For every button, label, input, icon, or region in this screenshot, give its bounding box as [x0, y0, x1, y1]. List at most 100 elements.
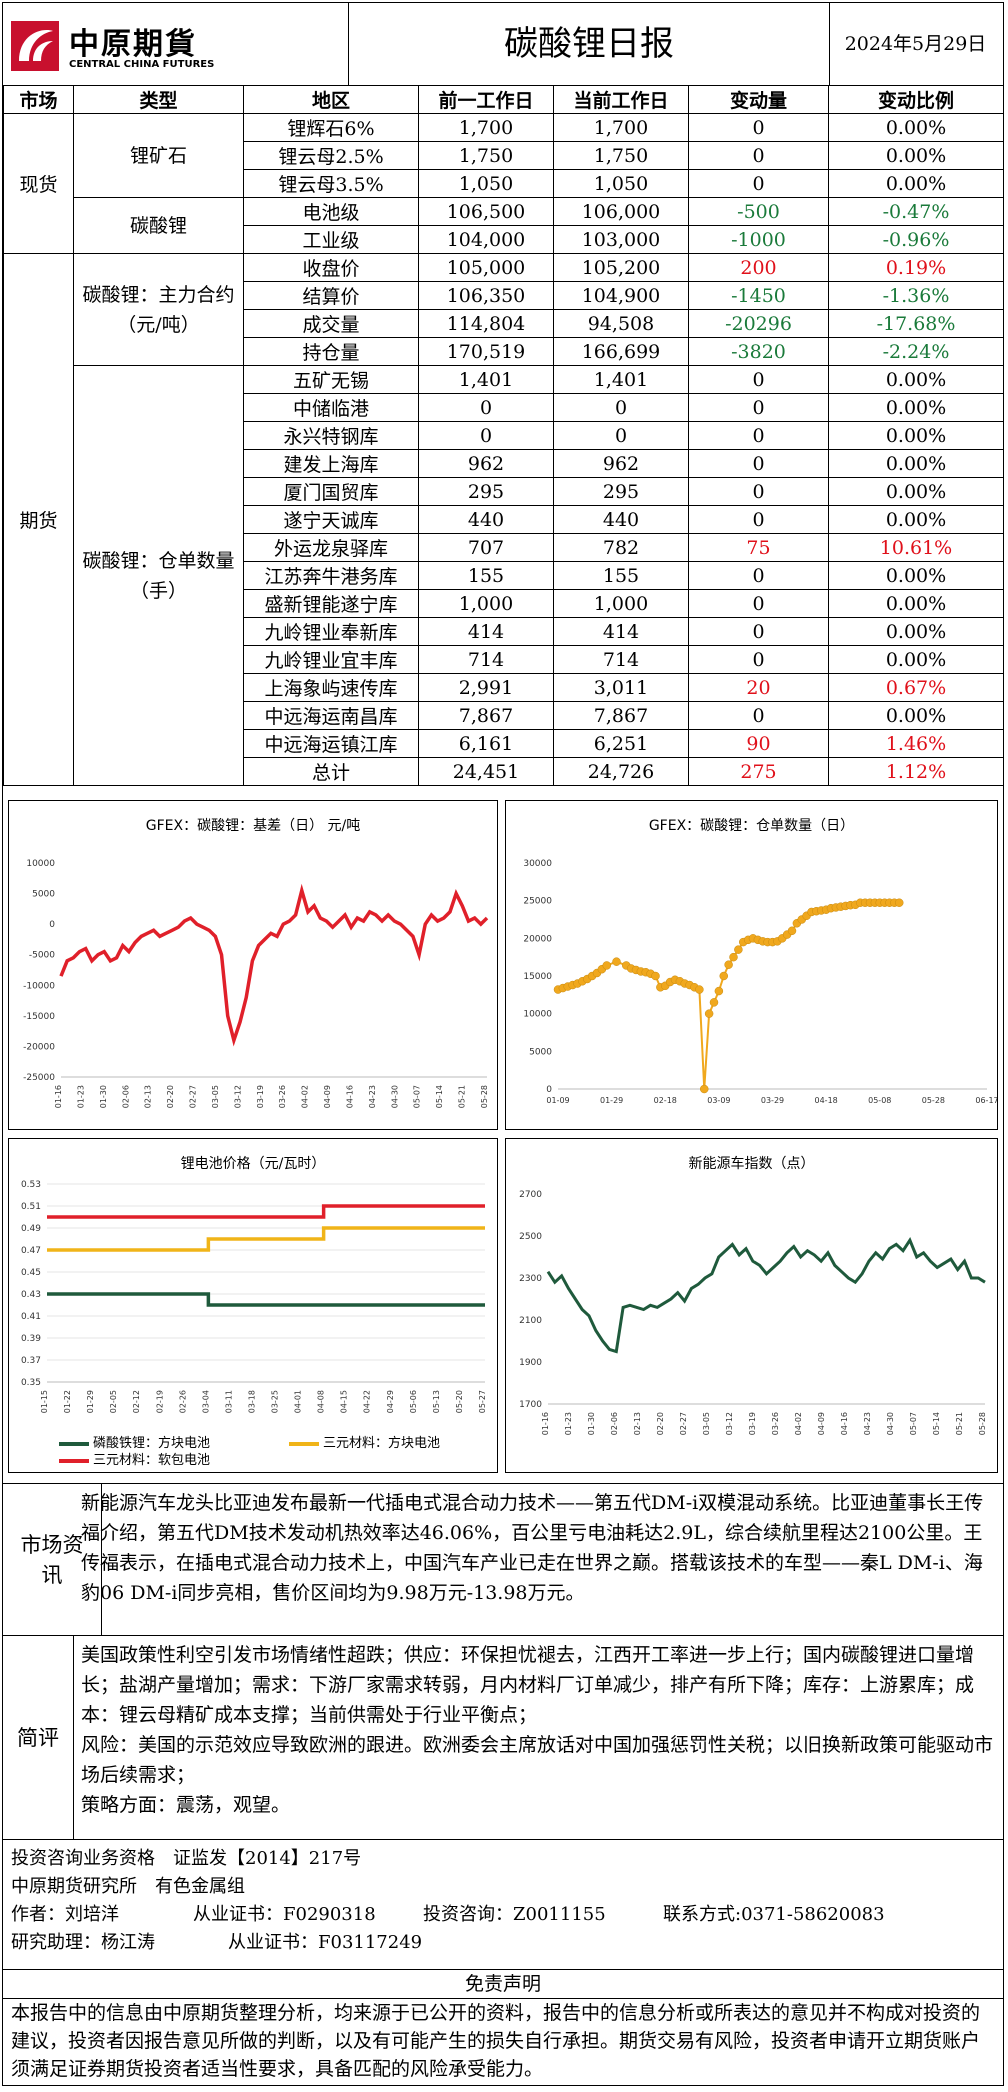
prev-cell: 1,000: [418, 589, 554, 618]
prev-cell: 106,500: [418, 197, 554, 226]
curr-cell: 3,011: [553, 673, 689, 702]
region-cell: 中远海运南昌库: [243, 701, 419, 730]
x-tick-label: 05-08: [868, 1096, 891, 1105]
pct-cell: -1.36%: [828, 281, 1004, 310]
chg-cell: 200: [688, 253, 829, 282]
x-tick-label: 05-28: [480, 1085, 489, 1108]
chart-title: GFEX：碳酸锂：基差（日） 元/吨: [145, 818, 361, 834]
x-tick-label: 03-26: [278, 1085, 287, 1108]
price-table: 市场 类型 地区 前一工作日 当前工作日 变动量 变动比例 现货 锂矿石 锂辉石6%…: [3, 85, 1004, 786]
col-header-change: 变动量: [688, 85, 829, 114]
review-text: 美国政策性利空引发市场情绪性超跌；供应：环保担忧褪去，江西开工率进一步上行；国内…: [81, 1640, 993, 1820]
table-header-row: 市场 类型 地区 前一工作日 当前工作日 变动量 变动比例: [3, 85, 1004, 114]
table-row: 持仓量 170,519 166,699 -3820 -2.24%: [4, 337, 1004, 366]
y-tick-label: 25000: [523, 897, 552, 907]
y-tick-label: 1700: [519, 1400, 542, 1410]
table-row: 九岭锂业奉新库 414 414 0 0.00%: [4, 617, 1004, 646]
pct-cell: -0.47%: [828, 197, 1004, 226]
x-tick-label: 01-29: [600, 1096, 623, 1105]
region-cell: 九岭锂业奉新库: [243, 617, 419, 646]
y-tick-label: 0: [49, 920, 55, 930]
table-row: 锂云母2.5% 1,750 1,750 0 0.00%: [4, 141, 1004, 170]
table-row: 总计 24,451 24,726 275 1.12%: [4, 757, 1004, 786]
pct-cell: -17.68%: [828, 309, 1004, 338]
pct-cell: 0.19%: [828, 253, 1004, 282]
curr-cell: 24,726: [553, 757, 689, 786]
x-tick-label: 03-19: [256, 1085, 265, 1108]
pct-cell: 0.00%: [828, 113, 1004, 142]
table-row: 上海象屿速传库 2,991 3,011 20 0.67%: [4, 673, 1004, 702]
y-tick-label: 0.35: [21, 1378, 41, 1388]
y-tick-label: 0.53: [21, 1180, 41, 1190]
col-header-region: 地区: [243, 85, 419, 114]
chg-cell: 0: [688, 477, 829, 506]
table-row: 碳酸锂 电池级 106,500 106,000 -500 -0.47%: [4, 197, 1004, 254]
region-cell: 工业级: [243, 225, 419, 254]
author: 作者：刘培洋: [11, 1904, 119, 1925]
y-tick-label: 30000: [523, 859, 552, 869]
curr-cell: 0: [553, 393, 689, 422]
x-tick-label: 03-11: [224, 1390, 233, 1413]
x-tick-label: 01-16: [54, 1085, 63, 1108]
table-row: 江苏奔牛港务库 155 155 0 0.00%: [4, 561, 1004, 590]
prev-cell: 1,700: [418, 113, 554, 142]
x-tick-label: 05-27: [478, 1390, 487, 1413]
data-point: [724, 960, 733, 969]
pct-cell: 0.00%: [828, 421, 1004, 450]
region-cell: 五矿无锡: [243, 365, 419, 394]
data-point: [651, 971, 660, 981]
chg-cell: 275: [688, 757, 829, 786]
advisor-cert: 投资咨询：Z0011155: [423, 1904, 606, 1925]
prev-cell: 24,451: [418, 757, 554, 786]
prev-cell: 2,991: [418, 673, 554, 702]
x-tick-label: 01-16: [541, 1412, 550, 1435]
x-tick-label: 04-23: [368, 1085, 377, 1108]
pct-cell: 0.00%: [828, 365, 1004, 394]
region-cell: 建发上海库: [243, 449, 419, 478]
region-cell: 盛新锂能遂宁库: [243, 589, 419, 618]
legend-label: 磷酸铁锂：方块电池: [93, 1436, 211, 1451]
x-tick-label: 03-05: [702, 1412, 711, 1435]
x-tick-label: 04-18: [815, 1096, 838, 1105]
pct-cell: 0.00%: [828, 141, 1004, 170]
x-tick-label: 03-26: [771, 1412, 780, 1435]
review-label: 简评: [3, 1636, 74, 1839]
review-paragraph: 风险：美国的示范效应导致欧洲的跟进。欧洲委会主席放话对中国加强惩罚性关税；以旧换…: [81, 1734, 994, 1786]
author-cert: 从业证书：F0290318: [193, 1904, 376, 1925]
region-cell: 电池级: [243, 197, 419, 226]
data-point: [734, 945, 743, 954]
x-tick-label: 05-07: [909, 1412, 918, 1435]
report-header: 中原期貨 CENTRAL CHINA FUTURES 碳酸锂日报 2024年5月…: [3, 3, 1003, 86]
market-cell: 期货: [3, 253, 74, 786]
region-cell: 厦门国贸库: [243, 477, 419, 506]
x-tick-label: 03-12: [725, 1412, 734, 1435]
curr-cell: 1,700: [553, 113, 689, 142]
y-tick-label: 0.47: [21, 1246, 41, 1256]
chart-legend: 磷酸铁锂：方块电池 三元材料：方块电池 三元材料：软包电池: [59, 1432, 489, 1468]
table-row: 中远海运镇江库 6,161 6,251 90 1.46%: [4, 729, 1004, 758]
pct-cell: 0.00%: [828, 477, 1004, 506]
chg-cell: 0: [688, 421, 829, 450]
prev-cell: 962: [418, 449, 554, 478]
region-cell: 外运龙泉驿库: [243, 533, 419, 562]
warehouse-receipt-chart: GFEX：碳酸锂：仓单数量（日） 30000 25000 20000 15000 100…: [505, 800, 998, 1130]
x-tick-label: 04-16: [840, 1412, 849, 1435]
pct-cell: 0.00%: [828, 393, 1004, 422]
table-row: 建发上海库 962 962 0 0.00%: [4, 449, 1004, 478]
prev-cell: 440: [418, 505, 554, 534]
x-tick-label: 04-08: [317, 1390, 326, 1413]
data-point: [700, 1084, 709, 1094]
x-tick-label: 04-23: [863, 1412, 872, 1435]
region-cell: 持仓量: [243, 337, 419, 366]
curr-cell: 103,000: [553, 225, 689, 254]
col-header-type: 类型: [73, 85, 244, 114]
chg-cell: -1000: [688, 225, 829, 254]
x-tick-label: 02-12: [132, 1390, 141, 1413]
x-tick-label: 04-30: [390, 1085, 399, 1108]
region-cell: 锂云母2.5%: [243, 141, 419, 170]
chg-cell: 0: [688, 617, 829, 646]
x-tick-label: 02-27: [189, 1085, 198, 1108]
y-tick-label: 5000: [32, 890, 55, 900]
chg-cell: 0: [688, 169, 829, 198]
y-tick-label: 2300: [519, 1274, 542, 1284]
